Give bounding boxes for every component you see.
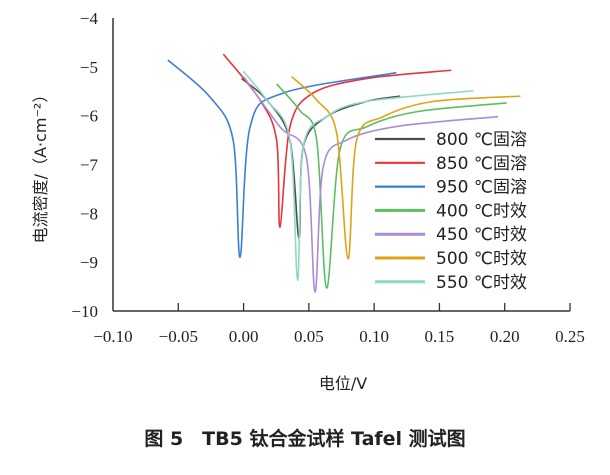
y-tick-label: −5 xyxy=(80,58,98,77)
legend-label: 850 ℃固溶 xyxy=(436,154,527,174)
x-tick-label: 0.05 xyxy=(294,327,324,346)
series-line-1 xyxy=(222,53,452,228)
legend-label: 800 ℃固溶 xyxy=(436,130,527,150)
legend-label: 450 ℃时效 xyxy=(436,225,527,245)
x-tick-label: −0.10 xyxy=(93,327,132,346)
tafel-chart: −0.10 −0.05 0.00 0.05 0.10 0.15 0.20 0.25 −4 −5 −6… xyxy=(31,9,585,393)
legend-label: 400 ℃时效 xyxy=(436,201,527,221)
y-tick-label: −10 xyxy=(71,302,98,321)
legend-label: 550 ℃时效 xyxy=(436,273,527,293)
x-tick-label: 0.20 xyxy=(490,327,520,346)
y-axis-label: 电流密度/（A·cm⁻²） xyxy=(31,87,50,244)
y-tick-label: −9 xyxy=(80,253,98,272)
figure-caption: 图 5 TB5 钛合金试样 Tafel 测试图 xyxy=(144,428,466,450)
x-tick-label: 0.00 xyxy=(229,327,259,346)
series-line-5 xyxy=(291,76,521,260)
curves xyxy=(167,53,521,293)
x-tick-label: 0.25 xyxy=(555,327,585,346)
axes: −0.10 −0.05 0.00 0.05 0.10 0.15 0.20 0.25 −4 −5 −6… xyxy=(71,9,584,346)
x-tick-label: −0.05 xyxy=(159,327,198,346)
x-tick-label: 0.10 xyxy=(359,327,389,346)
legend-label: 500 ℃时效 xyxy=(436,249,527,269)
y-tick-label: −8 xyxy=(80,204,98,223)
series-line-3 xyxy=(276,83,507,289)
legend: 800 ℃固溶 850 ℃固溶 950 ℃固溶 400 ℃时效 450 ℃时效 500 ℃… xyxy=(375,130,527,293)
x-tick-label: 0.15 xyxy=(425,327,455,346)
series-line-6 xyxy=(242,70,474,282)
x-axis-label: 电位/V xyxy=(319,374,367,393)
legend-label: 950 ℃固溶 xyxy=(436,178,527,198)
y-tick-label: −6 xyxy=(80,107,98,126)
y-tick-label: −4 xyxy=(80,9,99,28)
y-tick-label: −7 xyxy=(80,156,99,175)
